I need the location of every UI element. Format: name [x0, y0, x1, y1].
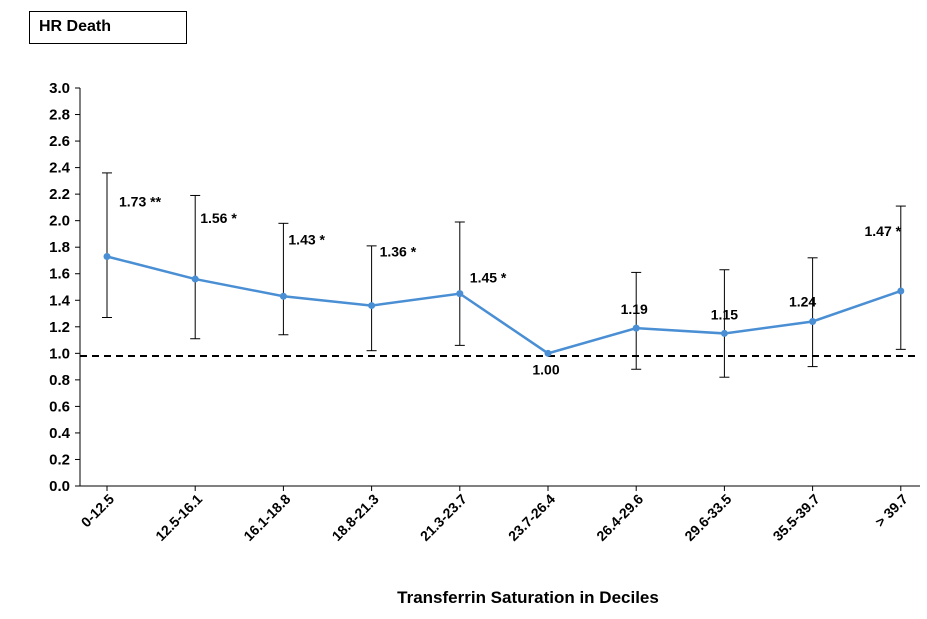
y-tick-label: 2.0 [49, 213, 70, 230]
x-tick-label: 16.1-18.8 [240, 491, 293, 544]
x-tick-label: 35.5-39.7 [770, 491, 823, 544]
data-label: 1.36 * [380, 244, 417, 260]
data-labels: 1.73 ** 1.56 * 1.43 * 1.36 * 1.45 * 1.00 1.19 1… [119, 193, 902, 377]
data-point [809, 317, 817, 325]
x-tick-label: > 39.7 [872, 491, 911, 530]
data-point [720, 329, 728, 337]
y-tick-label: 1.4 [49, 292, 71, 309]
x-tick-label: 21.3-23.7 [417, 491, 470, 544]
x-tick-label: 18.8-21.3 [329, 491, 382, 544]
y-tick-label: 1.2 [49, 319, 70, 336]
y-tick-label: 0.2 [49, 451, 70, 468]
data-label: 1.00 [532, 361, 559, 377]
x-tick-label: 0-12.5 [78, 491, 118, 531]
x-tick-label: 26.4-29.6 [593, 491, 646, 544]
series-line [106, 255, 902, 355]
data-point [279, 292, 287, 300]
y-tick-label: 2.2 [49, 186, 70, 203]
data-label: 1.47 * [865, 223, 902, 239]
data-point [191, 275, 199, 283]
y-tick-label: 0.6 [49, 398, 70, 415]
y-tick-label: 3.0 [49, 80, 70, 97]
data-point [456, 290, 464, 298]
y-tick-label: 0.4 [49, 425, 71, 442]
y-tick-label: 2.4 [49, 160, 71, 177]
data-label: 1.45 * [470, 270, 507, 286]
axes: 0.0 0.2 0.4 0.6 0.8 1.0 1.2 1.4 1.6 1.8 2.0 2.2 2.4 2… [49, 80, 920, 544]
y-tick-label: 2.6 [49, 133, 70, 150]
y-tick-label: 0.8 [49, 372, 70, 389]
data-label: 1.24 [789, 293, 816, 309]
x-tick-label: 23.7-26.4 [505, 491, 558, 544]
series-group [103, 252, 905, 357]
x-axis-title: Transferrin Saturation in Deciles [397, 588, 659, 607]
y-tick-label: 2.8 [49, 107, 70, 124]
data-point [632, 324, 640, 332]
y-tick-label: 1.8 [49, 239, 70, 256]
data-label: 1.19 [621, 301, 648, 317]
x-tick-label: 12.5-16.1 [152, 491, 205, 544]
data-label: 1.73 ** [119, 193, 162, 209]
data-label: 1.15 [711, 306, 738, 322]
data-point [103, 252, 111, 260]
chart-title: HR Death [29, 11, 187, 44]
data-point [897, 287, 905, 295]
data-point [544, 349, 552, 357]
x-tick-label: 29.6-33.5 [681, 491, 734, 544]
data-point [368, 302, 376, 310]
data-label: 1.56 * [200, 210, 237, 226]
data-label: 1.43 * [288, 231, 325, 247]
error-bars [102, 172, 906, 378]
y-tick-label: 1.6 [49, 266, 70, 283]
y-tick-label: 0.0 [49, 478, 70, 495]
y-tick-label: 1.0 [49, 345, 70, 362]
